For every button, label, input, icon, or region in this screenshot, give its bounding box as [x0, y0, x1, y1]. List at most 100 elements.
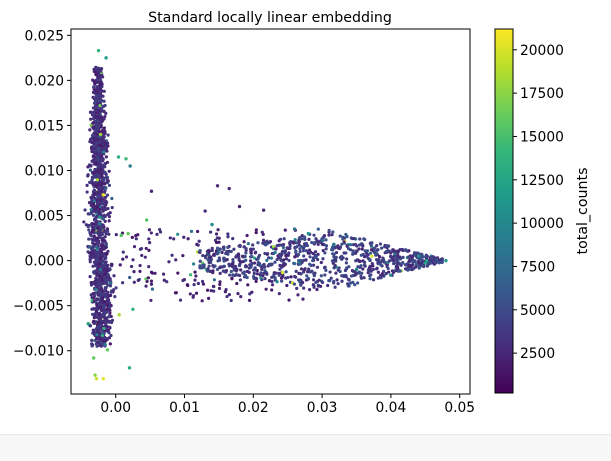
scatter-point — [101, 331, 105, 335]
scatter-point — [105, 227, 110, 231]
scatter-point — [89, 181, 93, 185]
scatter-point — [88, 164, 92, 168]
scatter-point — [97, 93, 101, 97]
scatter-point — [92, 139, 96, 143]
scatter-point — [404, 248, 408, 252]
scatter-point — [110, 205, 114, 210]
scatter-point — [383, 260, 387, 264]
scatter-point — [420, 261, 424, 265]
scatter-point — [376, 276, 380, 280]
colorbar-tick-label: 2500 — [520, 346, 555, 362]
scatter-point — [251, 243, 255, 247]
scatter-point — [176, 232, 180, 236]
scatter-point — [394, 264, 399, 269]
scatter-point — [89, 283, 94, 287]
scatter-point — [101, 179, 105, 183]
scatter-point — [247, 270, 251, 274]
scatter-point — [284, 270, 288, 274]
scatter-point — [198, 249, 202, 253]
scatter-point — [104, 338, 108, 343]
scatter-point — [351, 280, 355, 284]
scatter-point — [127, 366, 132, 370]
scatter-point — [222, 245, 226, 249]
scatter-point — [387, 270, 391, 274]
scatter-point — [328, 279, 332, 283]
scatter-point — [188, 292, 192, 296]
scatter-point — [251, 274, 256, 279]
scatter-point — [92, 244, 96, 248]
scatter-point — [231, 237, 235, 241]
scatter-point — [174, 258, 178, 262]
scatter-point — [82, 220, 86, 224]
scatter-point — [301, 249, 305, 253]
scatter-point — [298, 271, 302, 276]
scatter-point — [101, 243, 105, 247]
scatter-point — [102, 305, 106, 309]
scatter-point — [236, 252, 241, 256]
scatter-point — [282, 237, 286, 241]
scatter-point — [149, 298, 153, 303]
scatter-point — [347, 278, 351, 282]
scatter-point — [85, 183, 89, 187]
scatter-point — [279, 243, 283, 247]
scatter-point — [89, 281, 93, 285]
scatter-point — [296, 293, 300, 297]
scatter-point — [413, 253, 417, 257]
scatter-point — [99, 170, 103, 174]
scatter-point — [379, 276, 383, 280]
scatter-point — [278, 252, 282, 256]
scatter-point — [98, 104, 102, 108]
scatter-point — [91, 78, 95, 82]
scatter-point — [384, 272, 388, 276]
scatter-point — [116, 155, 121, 159]
scatter-point — [91, 126, 95, 130]
scatter-point — [99, 163, 103, 168]
scatter-point — [349, 243, 353, 247]
scatter-point — [311, 263, 316, 267]
scatter-point — [407, 259, 411, 263]
scatter-point — [147, 237, 151, 241]
scatter-point — [97, 232, 101, 237]
scatter-point — [302, 254, 306, 258]
scatter-point — [100, 289, 105, 294]
scatter-point — [304, 241, 309, 246]
scatter-point — [274, 271, 278, 275]
scatter-point — [98, 215, 102, 219]
scatter-point — [101, 312, 105, 316]
scatter-point — [99, 294, 103, 298]
scatter-point — [256, 257, 260, 261]
scatter-point — [101, 281, 105, 285]
scatter-point — [392, 261, 396, 266]
scatter-point — [249, 264, 253, 268]
scatter-point — [100, 333, 105, 337]
scatter-point — [401, 255, 405, 259]
scatter-point — [215, 246, 220, 250]
scatter-point — [312, 233, 316, 237]
scatter-point — [215, 184, 220, 188]
scatter-point — [335, 278, 339, 282]
scatter-point — [95, 325, 99, 329]
scatter-point — [344, 261, 349, 265]
scatter-point — [101, 193, 106, 197]
scatter-point — [293, 255, 297, 259]
scatter-point — [299, 258, 303, 263]
scatter-point — [428, 258, 433, 262]
scatter-point — [96, 280, 100, 285]
scatter-point — [108, 267, 112, 271]
scatter-point — [220, 250, 224, 255]
scatter-point — [97, 211, 101, 215]
scatter-point — [376, 270, 381, 274]
scatter-point — [250, 290, 254, 294]
scatter-point — [319, 279, 324, 283]
scatter-point — [425, 254, 429, 259]
scatter-point — [144, 246, 148, 251]
scatter-point — [99, 69, 103, 73]
scatter-point — [229, 269, 233, 274]
scatter-point — [237, 204, 242, 209]
scatter-point — [263, 269, 267, 273]
scatter-point — [92, 146, 96, 151]
scatter-point — [255, 272, 259, 276]
scatter-point — [224, 258, 228, 262]
scatter-point — [138, 269, 142, 273]
scatter-point — [97, 66, 101, 70]
